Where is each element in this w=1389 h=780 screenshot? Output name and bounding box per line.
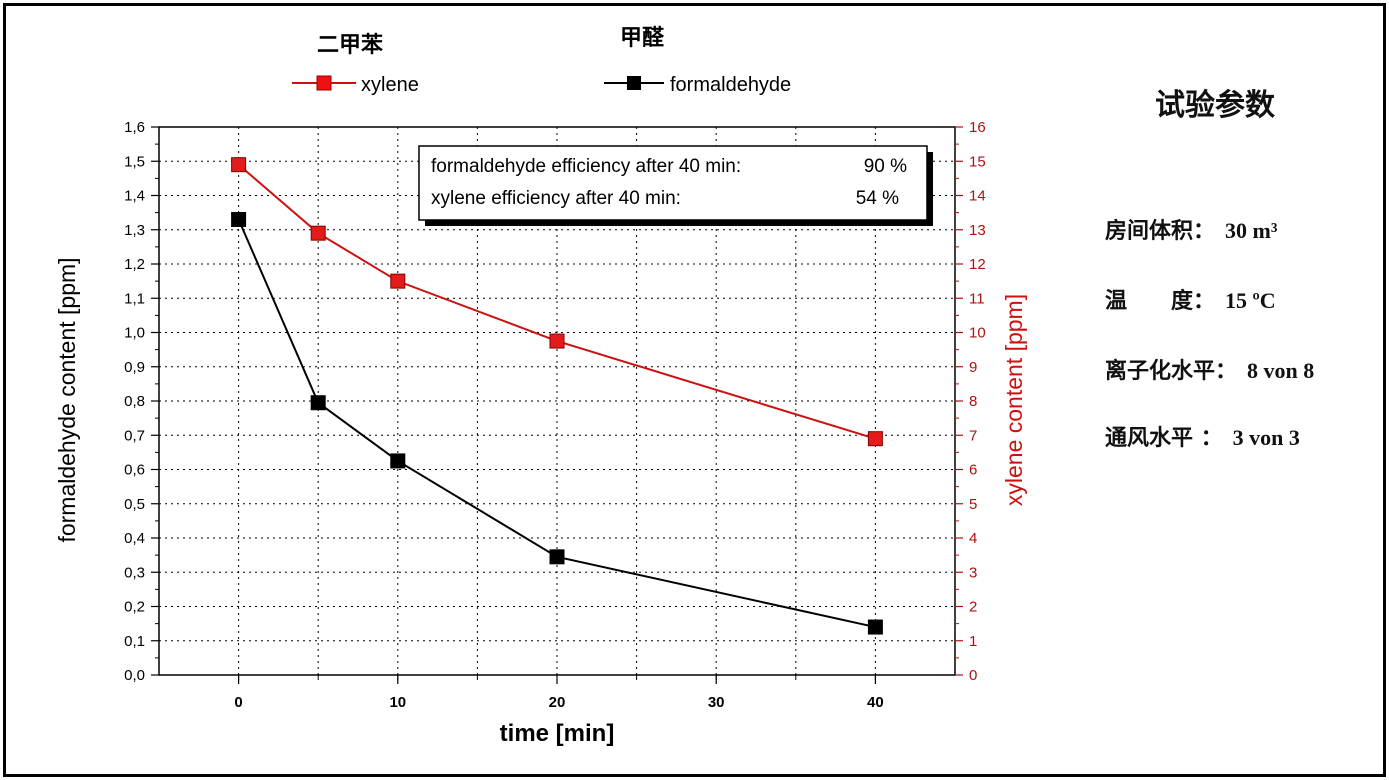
x-axis: 0 10 20 30 40	[234, 675, 884, 711]
legend: 二甲苯 甲醛 xylene formaldehyde	[292, 26, 791, 96]
right-y-tick-label: 0	[969, 667, 977, 684]
left-y-tick-label: 1,2	[124, 256, 145, 273]
line-chart: 0,0 0,1 0,2 0,3 0,4 0,5 0,6 0,7 0,8 0,9 1,0 1,1 1,2 1…	[54, 26, 1027, 747]
legend-formaldehyde-marker	[627, 76, 641, 90]
efficiency-box: formaldehyde efficiency after 40 min: 90…	[418, 145, 933, 226]
param-ionization-value: 8 von 8	[1247, 358, 1315, 383]
x-tick-label: 20	[549, 694, 566, 711]
efficiency-formaldehyde-value: 90 %	[864, 156, 907, 177]
efficiency-formaldehyde-label: formaldehyde efficiency after 40 min:	[431, 156, 741, 177]
param-room-volume-label: 房间体积：	[1105, 219, 1216, 244]
right-y-tick-label: 9	[969, 359, 977, 376]
right-y-tick-label: 2	[969, 599, 977, 616]
param-temperature-value: 15 ºC	[1225, 288, 1276, 313]
x-tick-label: 0	[234, 694, 242, 711]
left-y-tick-label: 1,6	[124, 119, 145, 136]
data-point-xylene	[231, 157, 247, 173]
series	[231, 157, 883, 635]
efficiency-box-frame	[418, 145, 928, 221]
right-y-tick-label: 13	[969, 222, 986, 239]
right-y-tick-label: 8	[969, 393, 977, 410]
data-point-formaldehyde	[390, 453, 406, 469]
left-y-tick-label: 0,2	[124, 599, 145, 616]
right-y-tick-label: 1	[969, 633, 977, 650]
data-point-formaldehyde	[549, 549, 565, 565]
x-tick-label: 30	[708, 694, 725, 711]
left-y-tick-label: 1,0	[124, 325, 145, 342]
right-y-tick-label: 3	[969, 564, 977, 581]
image-frame	[3, 3, 1386, 777]
right-y-axis-label: xylene content [ppm]	[1001, 294, 1027, 506]
param-room-volume: 房间体积： 30 m³	[1105, 213, 1277, 245]
left-y-tick-label: 1,1	[124, 290, 145, 307]
efficiency-xylene-label: xylene efficiency after 40 min:	[431, 188, 681, 209]
x-tick-label: 40	[867, 694, 884, 711]
legend-xylene-marker	[316, 75, 332, 91]
left-y-axis: 0,0 0,1 0,2 0,3 0,4 0,5 0,6 0,7 0,8 0,9 1,0 1,1 1,2 1…	[124, 119, 159, 684]
legend-formaldehyde-label: formaldehyde	[670, 74, 791, 96]
left-y-tick-label: 0,8	[124, 393, 145, 410]
param-ventilation: 通风水平 ： 3 von 3	[1105, 420, 1300, 452]
right-y-tick-label: 14	[969, 188, 986, 205]
x-axis-label: time [min]	[500, 720, 615, 747]
data-point-formaldehyde	[231, 211, 247, 227]
right-y-tick-label: 4	[969, 530, 977, 547]
left-y-tick-label: 0,1	[124, 633, 145, 650]
params-title: 试验参数	[1155, 88, 1275, 123]
left-y-tick-label: 0,4	[124, 530, 145, 547]
right-y-tick-label: 10	[969, 325, 986, 342]
param-ionization: 离子化水平： 8 von 8	[1105, 353, 1314, 385]
data-point-xylene	[867, 431, 883, 447]
left-y-tick-label: 0,3	[124, 564, 145, 581]
left-y-tick-label: 0,0	[124, 667, 145, 684]
param-room-volume-value: 30 m³	[1225, 218, 1278, 243]
left-y-axis-label: formaldehyde content [ppm]	[54, 257, 80, 542]
data-point-xylene	[390, 273, 406, 289]
right-y-tick-label: 11	[969, 290, 985, 307]
legend-xylene-cn: 二甲苯	[317, 33, 384, 58]
left-y-tick-label: 1,3	[124, 222, 145, 239]
right-y-tick-label: 7	[969, 427, 977, 444]
x-tick-label: 10	[389, 694, 406, 711]
data-point-xylene	[310, 225, 326, 241]
right-y-tick-label: 12	[969, 256, 986, 273]
right-y-tick-label: 16	[969, 119, 986, 136]
test-parameters-panel: 试验参数 房间体积： 30 m³ 温 度： 15 ºC 离子化水平： 8 von 8 …	[1100, 0, 1385, 780]
data-point-formaldehyde	[310, 395, 326, 411]
param-temperature: 温 度： 15 ºC	[1105, 283, 1276, 315]
legend-xylene-label: xylene	[361, 74, 419, 96]
left-y-tick-label: 0,7	[124, 427, 145, 444]
left-y-tick-label: 0,5	[124, 496, 145, 513]
efficiency-xylene-value: 54 %	[856, 188, 899, 209]
left-y-tick-label: 1,5	[124, 153, 145, 170]
data-point-xylene	[549, 333, 565, 349]
right-y-tick-label: 15	[969, 153, 986, 170]
left-y-tick-label: 0,9	[124, 359, 145, 376]
right-y-tick-label: 5	[969, 496, 977, 513]
legend-formaldehyde-cn: 甲醛	[620, 26, 665, 51]
data-point-formaldehyde	[867, 619, 883, 635]
left-y-tick-label: 1,4	[124, 188, 145, 205]
right-y-tick-label: 6	[969, 462, 977, 479]
param-temperature-label: 温 度：	[1105, 289, 1216, 314]
param-ventilation-label: 通风水平 ：	[1105, 426, 1223, 451]
left-y-tick-label: 0,6	[124, 462, 145, 479]
param-ventilation-value: 3 von 3	[1232, 425, 1300, 450]
param-ionization-label: 离子化水平：	[1105, 359, 1238, 384]
